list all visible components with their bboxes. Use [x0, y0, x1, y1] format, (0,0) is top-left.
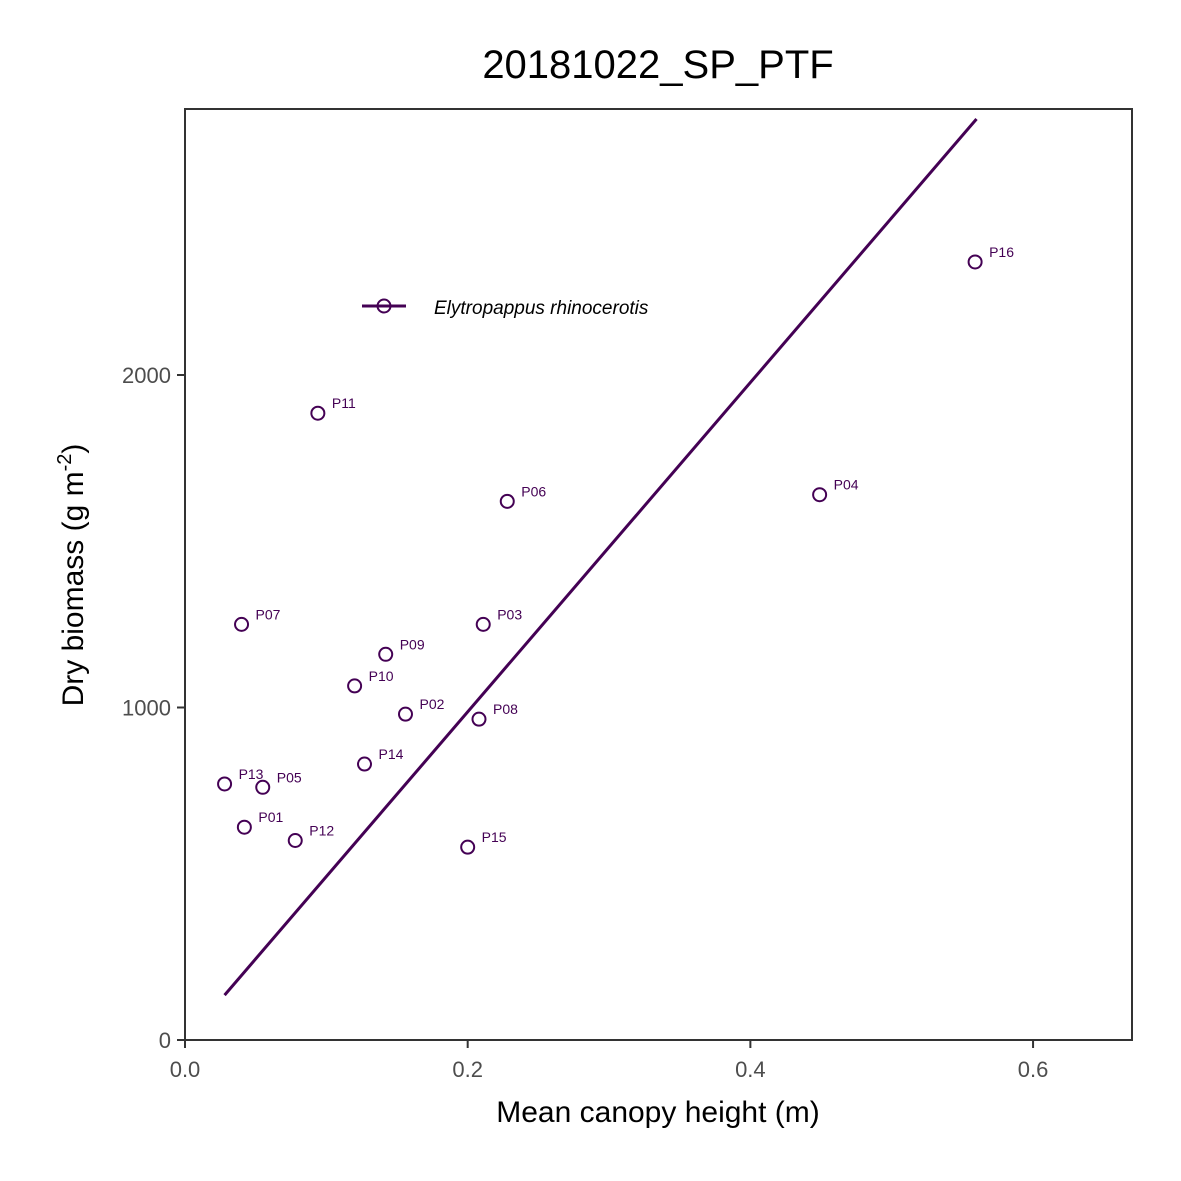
- data-point: [357, 756, 373, 772]
- point-label: P12: [309, 823, 334, 839]
- data-point: [378, 646, 394, 662]
- data-point: [499, 493, 515, 509]
- point-label: P10: [369, 668, 394, 684]
- y-axis-title-main: Dry biomass (g m: [57, 471, 90, 706]
- x-axis-title: Mean canopy height (m): [496, 1096, 820, 1129]
- point-label: P06: [521, 483, 546, 499]
- y-axis-title: Dry biomass (g m-2): [54, 444, 90, 707]
- x-tick-label: 0.4: [735, 1057, 766, 1082]
- point-label: P03: [497, 606, 522, 622]
- point-label: P09: [400, 636, 425, 652]
- data-point: [397, 706, 413, 722]
- y-tick-label: 1000: [122, 696, 171, 721]
- x-tick-label: 0.0: [170, 1057, 201, 1082]
- y-tick-label: 2000: [122, 363, 171, 388]
- y-axis-title-end: ): [57, 444, 90, 454]
- data-point: [287, 833, 303, 848]
- point-label: P13: [239, 766, 264, 782]
- plot-panel-border: [184, 108, 1133, 1041]
- x-tick-label: 0.2: [452, 1057, 483, 1082]
- data-point: [967, 254, 983, 270]
- fit-line: [223, 117, 978, 997]
- data-point: [812, 487, 828, 503]
- point-label: P01: [258, 809, 283, 825]
- point-label: P11: [332, 395, 356, 411]
- point-label: P04: [834, 477, 859, 493]
- point-label: P15: [482, 829, 507, 845]
- chart-title: 20181022_SP_PTF: [482, 43, 833, 87]
- legend-label: Elytropappus rhinocerotis: [434, 298, 649, 319]
- point-label: P05: [277, 769, 302, 785]
- x-tick-label: 0.6: [1018, 1057, 1049, 1082]
- data-point: [471, 711, 487, 727]
- point-label: P07: [256, 606, 281, 622]
- points-layer: P01 P02 P03 P04 P05 P06 P07 P08 P09 P10 P11 P12 P13 P…: [217, 244, 1014, 855]
- y-axis: 0 1000 2000: [122, 363, 185, 1053]
- point-label: P16: [989, 244, 1014, 260]
- data-point: [255, 779, 271, 795]
- data-point: [217, 776, 233, 792]
- point-label: P02: [419, 696, 444, 712]
- legend-key-marker: [376, 298, 392, 314]
- y-tick-label: 0: [159, 1028, 171, 1053]
- point-label: P14: [379, 746, 404, 762]
- data-point: [234, 616, 250, 632]
- x-axis: 0.0 0.2 0.4 0.6: [170, 1040, 1049, 1082]
- legend: Elytropappus rhinocerotis: [362, 298, 649, 319]
- data-point: [310, 405, 326, 421]
- data-point: [475, 616, 491, 632]
- data-point: [460, 839, 476, 855]
- y-axis-title-superscript: -2: [54, 454, 76, 472]
- data-point: [236, 819, 252, 835]
- point-label: P08: [493, 701, 518, 717]
- fit-line-layer: [223, 117, 978, 997]
- data-point: [347, 678, 363, 694]
